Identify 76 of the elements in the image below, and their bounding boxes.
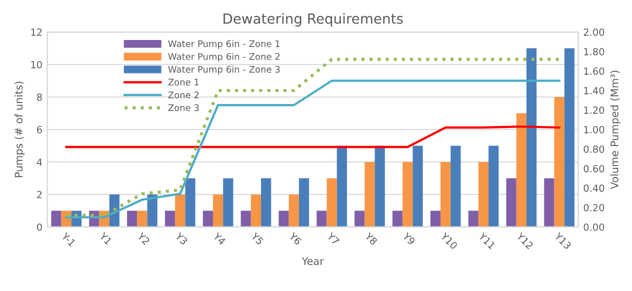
bar: [440, 162, 451, 227]
x-tick-label: Y5: [250, 232, 264, 246]
legend-label: Water Pump 6in - Zone 1: [168, 40, 280, 49]
bar: [336, 146, 347, 227]
x-tick-label: Y4: [212, 232, 226, 246]
bar: [164, 210, 176, 227]
bar: [402, 162, 413, 227]
y2-tick-label: 0.60: [584, 164, 604, 172]
bar: [147, 194, 158, 227]
y-tick-label: 0: [36, 223, 42, 231]
bar: [412, 146, 423, 227]
bar: [374, 146, 385, 227]
y2-tick-label: 2.00: [584, 28, 604, 36]
y2-tick-label: 1.80: [584, 48, 604, 56]
x-tick-label: Y8: [364, 232, 378, 246]
legend-label: Zone 1: [168, 78, 199, 86]
bar: [554, 97, 564, 227]
bar: [137, 210, 148, 227]
bar: [468, 210, 478, 227]
bar: [450, 146, 461, 227]
y2-tick-label: 1.40: [584, 86, 604, 94]
bar: [392, 210, 403, 227]
x-tick-label: Y-1: [61, 232, 76, 247]
bar: [202, 210, 213, 227]
bar: [175, 194, 186, 227]
x-tick-label: Y3: [174, 232, 188, 246]
y2-tick-label: 1.20: [584, 106, 604, 114]
bar: [544, 178, 554, 227]
y2-tick-label: 1.60: [584, 67, 604, 75]
bar: [51, 210, 62, 227]
bar: [127, 210, 138, 227]
y-tick-label: 4: [36, 158, 42, 166]
y-tick-label: 10: [31, 60, 42, 68]
legend-label: Water Pump 6in - Zone 3: [168, 66, 280, 74]
legend-label: Zone 3: [168, 104, 199, 112]
y2-tick-label: 0.80: [584, 145, 604, 153]
x-tick-label: Y7: [326, 232, 340, 246]
bar: [261, 178, 272, 227]
bar: [516, 113, 526, 227]
bar: [250, 194, 262, 227]
bar: [212, 194, 224, 227]
bar: [223, 178, 234, 227]
y2-tick-label: 0.20: [584, 204, 604, 212]
bar: [354, 210, 365, 227]
y-axis-title: Pumps (# of units): [14, 82, 25, 178]
y-tick-label: 12: [31, 28, 42, 36]
bar: [430, 210, 441, 227]
x-tick-label: Y1: [99, 232, 112, 246]
y2-tick-label: 0.40: [584, 184, 604, 192]
y2-tick-label: 0.00: [584, 223, 604, 231]
x-tick-label: Y10: [440, 232, 458, 250]
bar: [326, 178, 337, 227]
bar: [298, 178, 310, 227]
bar: [564, 48, 574, 227]
y-tick-label: 6: [37, 126, 42, 134]
bar: [506, 178, 516, 227]
x-axis-title: Year: [302, 257, 324, 266]
y-tick-label: 8: [37, 93, 42, 101]
x-tick-label: Y9: [402, 232, 416, 246]
bar: [364, 162, 375, 227]
y2-tick-label: 1.00: [584, 126, 604, 134]
y-tick-label: 2: [37, 190, 42, 198]
bar: [526, 48, 537, 227]
bar: [240, 210, 251, 227]
x-tick-label: Y2: [136, 232, 150, 245]
bar: [478, 162, 489, 227]
bar: [488, 146, 499, 227]
x-tick-label: Y6: [288, 232, 302, 246]
bar: [185, 178, 196, 227]
legend-label: Zone 2: [168, 91, 199, 98]
bar: [316, 210, 327, 227]
bar: [288, 194, 299, 227]
bar: [278, 210, 289, 227]
chart-title: Dewatering Requirements: [224, 13, 403, 27]
y2-axis-title: Volume Pumped (Mm³): [610, 70, 620, 190]
legend-label: Water Pump 6in - Zone 2: [168, 52, 280, 62]
